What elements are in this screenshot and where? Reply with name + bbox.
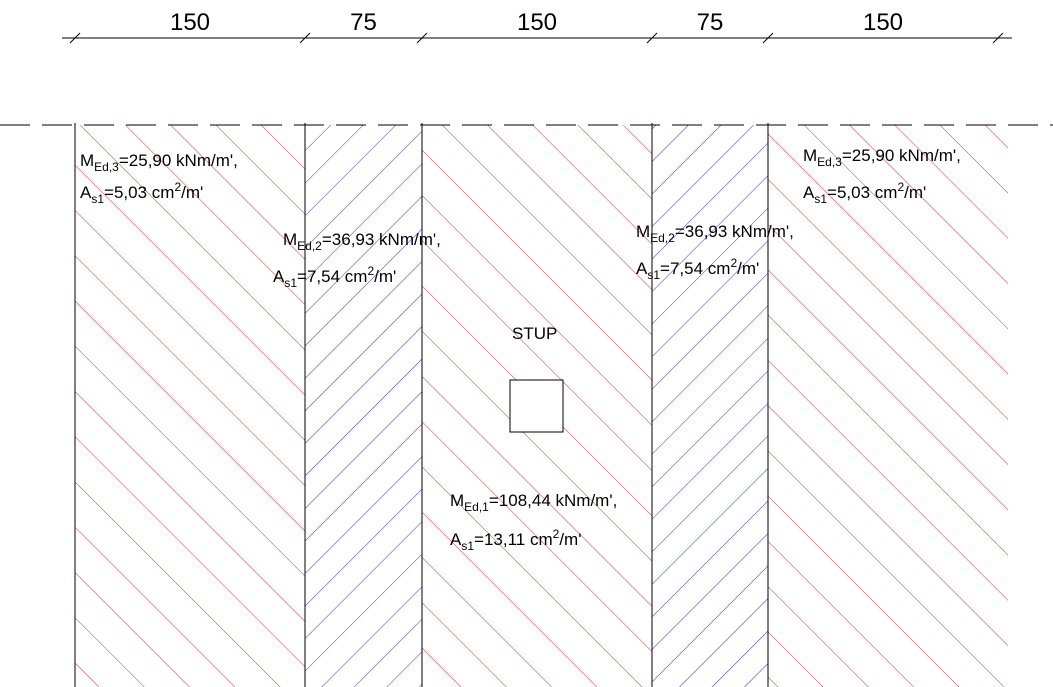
lines	[0, 37, 1053, 687]
symbol: M	[80, 151, 94, 170]
unit: /m'	[559, 530, 581, 549]
value: =13,11 cm	[474, 530, 553, 549]
subscript: s1	[647, 268, 660, 282]
dimension-tick	[762, 32, 774, 44]
value: =7,54 cm	[297, 267, 367, 286]
hatch-blue	[305, 125, 422, 687]
subscript: Ed,1	[464, 500, 489, 514]
unit: /m'	[737, 259, 759, 278]
dimension-value: 75	[697, 9, 724, 36]
value: =108,44 kNm/m',	[489, 491, 617, 510]
symbol: A	[636, 259, 648, 278]
moment-label: MEd,2=36,93 kNm/m',	[636, 222, 794, 245]
column-label: STUP	[512, 324, 557, 343]
dimension-value: 75	[350, 9, 377, 36]
symbol: A	[80, 183, 92, 202]
moment-label: MEd,3=25,90 kNm/m',	[80, 151, 238, 174]
value: =25,90 kNm/m',	[842, 146, 961, 165]
unit: /m'	[374, 267, 396, 286]
symbol: M	[803, 146, 817, 165]
symbol: A	[803, 183, 815, 202]
reinforcement-label: As1=5,03 cm2/m'	[803, 180, 926, 206]
superscript: 2	[367, 264, 374, 278]
dimension-tick	[299, 32, 311, 44]
unit: /m'	[904, 183, 926, 202]
dimension-tick	[992, 32, 1004, 44]
value: =25,90 kNm/m',	[119, 151, 238, 170]
value: =5,03 cm	[104, 183, 174, 202]
dimension-tick	[416, 32, 428, 44]
subscript: s1	[814, 192, 827, 206]
hatch-red	[768, 125, 1008, 687]
symbol: M	[283, 230, 297, 249]
subscript: s1	[461, 539, 474, 553]
dimension-value: 150	[517, 9, 557, 36]
hatch-blue	[652, 125, 768, 687]
column	[509, 379, 564, 433]
dimension-tick	[646, 32, 658, 44]
subscript: s1	[91, 192, 104, 206]
superscript: 2	[730, 256, 737, 270]
value: =36,93 kNm/m',	[322, 230, 441, 249]
hatching	[75, 125, 1008, 687]
value: =5,03 cm	[827, 183, 897, 202]
subscript: Ed,2	[297, 239, 322, 253]
dimension-value: 150	[863, 9, 903, 36]
superscript: 2	[897, 180, 904, 194]
symbol: A	[273, 267, 285, 286]
unit: /m'	[181, 183, 203, 202]
subscript: Ed,2	[650, 231, 675, 245]
symbol: M	[450, 491, 464, 510]
subscript: Ed,3	[817, 155, 842, 169]
value: =7,54 cm	[660, 259, 730, 278]
reinforcement-label: As1=13,11 cm2/m'	[450, 527, 581, 553]
dimension-value: 150	[170, 9, 210, 36]
reinforcement-label: As1=7,54 cm2/m'	[273, 264, 396, 290]
moment-label: MEd,2=36,93 kNm/m',	[283, 230, 441, 253]
reinforcement-label: As1=7,54 cm2/m'	[636, 256, 759, 282]
hatch-red	[75, 125, 305, 687]
subscript: Ed,3	[94, 160, 119, 174]
symbol: M	[636, 222, 650, 241]
superscript: 2	[174, 180, 181, 194]
moment-label: MEd,1=108,44 kNm/m',	[450, 491, 617, 514]
value: =36,93 kNm/m',	[675, 222, 794, 241]
subscript: s1	[284, 276, 297, 290]
reinforcement-label: As1=5,03 cm2/m'	[80, 180, 203, 206]
symbol: A	[450, 530, 462, 549]
superscript: 2	[553, 527, 560, 541]
moment-label: MEd,3=25,90 kNm/m',	[803, 146, 961, 169]
dimension-tick	[69, 32, 81, 44]
